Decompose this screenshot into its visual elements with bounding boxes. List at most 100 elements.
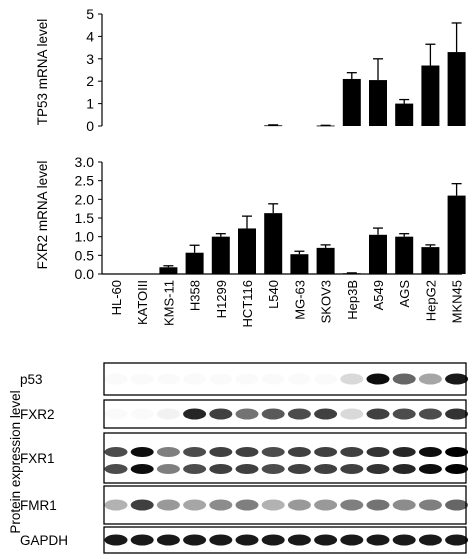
western-blot-panel: Protein expression level p53 FXR2 FXR1 FMR1… xyxy=(8,362,469,554)
x-tick-label: L540 xyxy=(266,280,281,309)
blot-band xyxy=(261,534,285,546)
bar-a549 xyxy=(369,234,387,274)
blot-band xyxy=(392,464,416,474)
blot-band xyxy=(131,409,154,420)
blot-band xyxy=(130,447,154,457)
blot-band xyxy=(104,499,128,511)
blot-band xyxy=(366,447,390,457)
blot-row-label: p53 xyxy=(20,372,43,387)
blot-band xyxy=(261,408,285,420)
blot-band xyxy=(131,374,154,385)
blot-band xyxy=(183,534,207,546)
blot-band xyxy=(366,373,390,385)
blot-band xyxy=(418,408,442,420)
blot-band xyxy=(445,534,469,546)
blot-band xyxy=(262,374,285,385)
blot-band xyxy=(392,499,416,511)
blot-band xyxy=(445,373,469,385)
blot-band xyxy=(340,499,364,511)
blot-band xyxy=(130,534,154,546)
bar-a549 xyxy=(369,80,387,126)
y-tick-label: 1.0 xyxy=(75,229,95,245)
x-tick-label: KMS-11 xyxy=(161,280,176,326)
y-tick-label: 0.5 xyxy=(75,247,95,263)
x-tick-label: HL-60 xyxy=(109,280,124,315)
bar-h1299 xyxy=(211,236,230,274)
bar-l540 xyxy=(264,213,283,274)
bar-skov3 xyxy=(316,247,335,274)
blot-band xyxy=(261,499,285,511)
blot-row-label: FMR1 xyxy=(20,498,57,513)
blot-band xyxy=(418,373,442,385)
blot-band xyxy=(287,534,311,546)
blot-band xyxy=(314,447,338,457)
blot-band xyxy=(314,408,338,420)
blot-band xyxy=(130,499,154,511)
blot-band xyxy=(105,374,128,385)
blot-band xyxy=(314,464,338,474)
blot-band xyxy=(392,534,416,546)
blot-row-label: FXR1 xyxy=(20,451,55,466)
blot-band xyxy=(130,464,154,474)
blot-band xyxy=(340,534,364,546)
blot-band xyxy=(236,374,259,385)
bar-h358 xyxy=(185,252,204,274)
x-tick-label: MG-63 xyxy=(292,280,307,320)
bar-l540 xyxy=(264,125,283,127)
blot-band xyxy=(366,464,390,474)
blot-band xyxy=(235,534,259,546)
x-tick-label: AGS xyxy=(397,280,412,308)
blot-band xyxy=(104,534,128,546)
y-tick-label: 1 xyxy=(86,96,94,112)
blot-band xyxy=(156,499,180,511)
y-tick-label: 5 xyxy=(86,6,94,22)
blot-band xyxy=(235,499,259,511)
blot-band xyxy=(183,499,207,511)
blot-band xyxy=(209,464,233,474)
blot-band xyxy=(209,374,232,385)
blot-band xyxy=(183,464,207,474)
bar-hep3b xyxy=(342,78,361,126)
blot-band xyxy=(340,464,364,474)
bar-mg-63 xyxy=(290,254,309,274)
blot-band xyxy=(157,374,180,385)
x-tick-label: H1299 xyxy=(214,280,229,318)
blot-band xyxy=(156,534,180,546)
y-tick-label: 3 xyxy=(86,51,94,67)
blot-band xyxy=(392,447,416,457)
blot-band xyxy=(235,447,259,457)
blot-band xyxy=(366,408,390,420)
blot-band xyxy=(418,464,442,474)
y-tick-label: 4 xyxy=(86,28,94,44)
blot-band xyxy=(104,447,128,457)
blot-band xyxy=(105,409,128,420)
bar-hct116 xyxy=(238,228,256,274)
y-tick-label: 2.5 xyxy=(75,173,95,189)
blot-band xyxy=(340,373,364,385)
blot-band xyxy=(288,374,311,385)
blot-band xyxy=(314,534,338,546)
y-tick-label: 0 xyxy=(86,118,94,134)
blot-band xyxy=(392,373,416,385)
blot-band xyxy=(418,499,442,511)
blot-band xyxy=(418,447,442,457)
blot-band xyxy=(418,534,442,546)
y-tick-label: 3.0 xyxy=(75,154,95,170)
blot-band xyxy=(156,447,180,457)
blot-row-label: FXR2 xyxy=(20,407,55,422)
blot-row-label: GAPDH xyxy=(20,533,68,548)
bar-hepg2 xyxy=(421,247,440,274)
x-tick-label: H358 xyxy=(188,280,203,311)
protein-expression-axis-label: Protein expression level xyxy=(8,390,23,533)
x-tick-label: KATOIII xyxy=(135,280,150,325)
x-tick-label: SKOV3 xyxy=(319,280,334,323)
blot-band xyxy=(209,408,233,420)
blot-band xyxy=(287,499,311,511)
blot-band xyxy=(445,447,469,457)
blot-frame xyxy=(103,432,467,484)
blot-band xyxy=(209,499,233,511)
blot-band xyxy=(314,499,338,511)
x-tick-label: MKN45 xyxy=(450,280,465,323)
x-tick-label: Hep3B xyxy=(345,280,360,320)
